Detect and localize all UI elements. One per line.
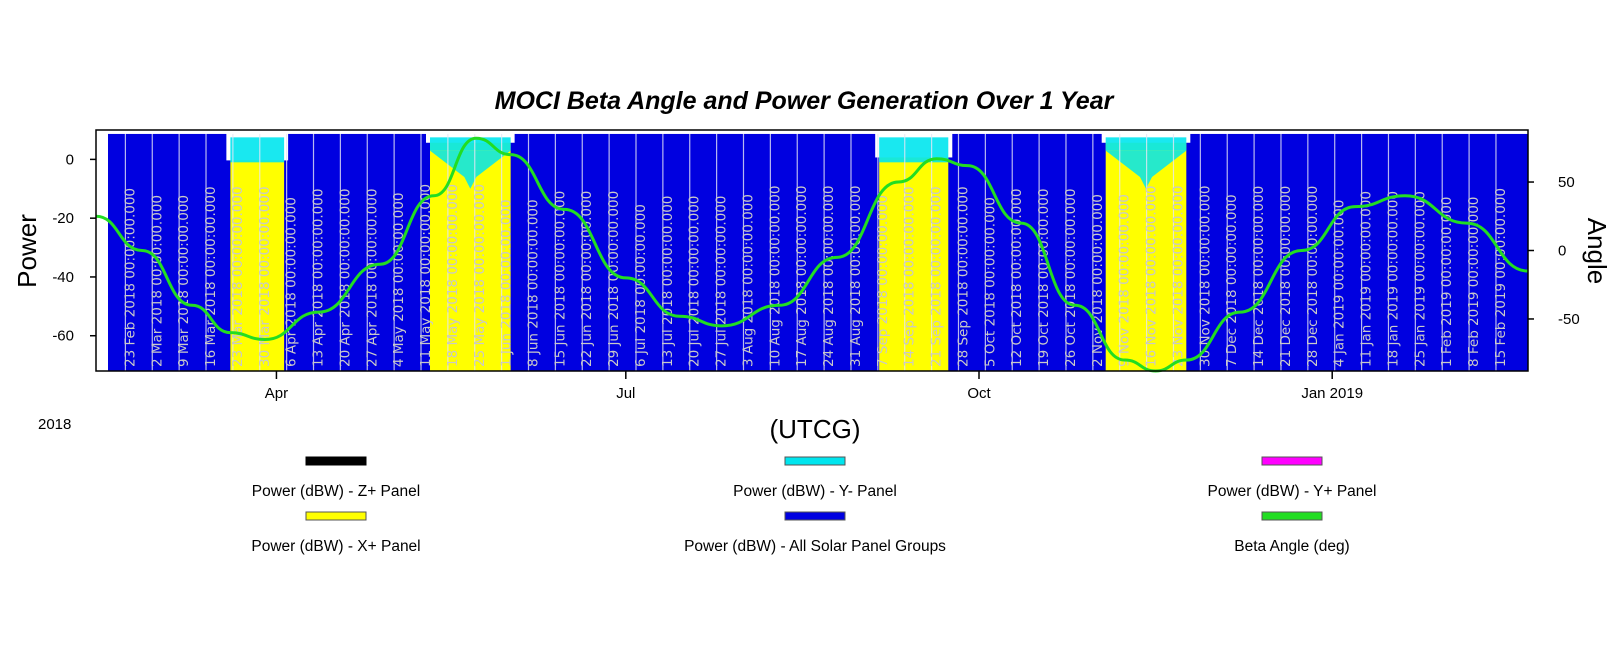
series-xplus-segment: [879, 156, 949, 371]
x-tick-label: Oct: [967, 385, 991, 402]
series-xplus-segment: [230, 159, 285, 371]
series-beta-angle-line: [95, 136, 1529, 373]
legend-swatch: [1261, 456, 1323, 466]
y-tick-label: -40: [52, 269, 74, 286]
segment-top-gap: [426, 131, 515, 143]
y2-tick-label: 0: [1558, 243, 1566, 260]
legend-swatch: [305, 456, 367, 466]
x-tick-label: Jan 2019: [1301, 385, 1363, 402]
date-label: 13 Apr 2018 00:00:00.000: [311, 189, 327, 367]
date-label: 18 May 2018 00:00:00.000: [445, 184, 461, 367]
date-label: 28 Sep 2018 00:00:00.000: [955, 186, 971, 367]
legend-swatch: [1261, 511, 1323, 521]
y2-axis-title: Angle: [1582, 218, 1608, 285]
date-label: 9 Nov 2018 00:00:00.000: [1117, 194, 1133, 367]
legend-swatch: [305, 511, 367, 521]
legend-label: Power (dBW) - X+ Panel: [251, 538, 420, 555]
chart-title: MOCI Beta Angle and Power Generation Ove…: [495, 87, 1115, 115]
y2-tick-label: 50: [1558, 174, 1575, 191]
plot-top-strip: [108, 130, 1528, 134]
date-label: 9 Mar 2018 00:00:00.000: [176, 195, 192, 367]
date-label: 21 Sep 2018 00:00:00.000: [929, 186, 945, 367]
date-label: 1 Jun 2018 00:00:00.000: [499, 199, 515, 367]
x-tick-label: Jul: [616, 385, 635, 402]
date-label: 4 May 2018 00:00:00.000: [391, 193, 407, 367]
legend-label: Power (dBW) - Z+ Panel: [252, 483, 420, 500]
year-label: 2018: [38, 416, 71, 433]
date-label: 30 Mar 2018 00:00:00.000: [257, 186, 273, 367]
date-label: 2 Nov 2018 00:00:00.000: [1090, 194, 1106, 367]
date-label: 4 Jan 2019 00:00:00.000: [1332, 200, 1348, 367]
date-label: 2 Mar 2018 00:00:00.000: [149, 195, 165, 367]
date-label: 14 Dec 2018 00:00:00.000: [1251, 186, 1267, 367]
date-label: 20 Apr 2018 00:00:00.000: [337, 189, 353, 367]
date-label: 30 Nov 2018 00:00:00.000: [1197, 186, 1213, 367]
y-tick-label: -60: [52, 328, 74, 345]
date-label: 23 Feb 2018 00:00:00.000: [122, 188, 138, 367]
legend-label: Power (dBW) - All Solar Panel Groups: [684, 538, 946, 555]
y-tick-label: 0: [66, 151, 74, 168]
date-label: 11 May 2018 00:00:00.000: [418, 184, 434, 367]
date-label: 15 Jun 2018 00:00:00.000: [552, 191, 568, 367]
axes: 0 -20 -40 -60 50 0 -50 Apr Jul Oct Jan 2019: [52, 129, 1580, 402]
date-label: 19 Oct 2018 00:00:00.000: [1036, 189, 1052, 367]
legend-label: Power (dBW) - Y- Panel: [733, 483, 897, 500]
y-tick-label: -20: [52, 210, 74, 227]
date-label: 5 Oct 2018 00:00:00.000: [982, 197, 998, 367]
date-label: 29 Jun 2018 00:00:00.000: [606, 191, 622, 367]
y-axis-title: Power: [12, 214, 42, 288]
date-label: 24 Aug 2018 00:00:00.000: [821, 186, 837, 367]
date-label: 12 Oct 2018 00:00:00.000: [1009, 189, 1025, 367]
date-label: 28 Dec 2018 00:00:00.000: [1305, 186, 1321, 367]
date-label: 15 Feb 2019 00:00:00.000: [1493, 188, 1509, 367]
date-label: 27 Apr 2018 00:00:00.000: [364, 189, 380, 367]
series-yminus-band: [230, 137, 285, 163]
legend-swatch: [784, 456, 846, 466]
date-label: 18 Jan 2019 00:00:00.000: [1385, 191, 1401, 367]
date-label: 11 Jan 2019 00:00:00.000: [1359, 191, 1375, 367]
date-label: 8 Jun 2018 00:00:00.000: [526, 199, 542, 367]
date-label: 21 Dec 2018 00:00:00.000: [1278, 186, 1294, 367]
date-label: 6 Jul 2018 00:00:00.000: [633, 204, 649, 367]
date-label: 31 Aug 2018 00:00:00.000: [848, 186, 864, 367]
y2-tick-label: -50: [1558, 311, 1580, 328]
date-label: 1 Feb 2019 00:00:00.000: [1439, 197, 1455, 367]
date-label: 16 Mar 2018 00:00:00.000: [203, 186, 219, 367]
legend-label: Beta Angle (deg): [1234, 538, 1349, 555]
series-yminus-band: [430, 137, 511, 151]
date-label: 6 Apr 2018 00:00:00.000: [284, 197, 300, 367]
series-yminus-dip: [430, 150, 511, 189]
date-label: 20 Jul 2018 00:00:00.000: [687, 196, 703, 367]
x-tick-label: Apr: [265, 385, 288, 402]
legend: Power (dBW) - Z+ Panel Power (dBW) - Y- P…: [251, 456, 1377, 555]
date-label: 3 Aug 2018 00:00:00.000: [740, 194, 756, 367]
date-label: 23 Nov 2018 00:00:00.000: [1170, 186, 1186, 367]
legend-label: Power (dBW) - Y+ Panel: [1208, 483, 1377, 500]
date-label: 14 Sep 2018 00:00:00.000: [902, 186, 918, 367]
date-label: 10 Aug 2018 00:00:00.000: [767, 186, 783, 367]
date-label: 25 May 2018 00:00:00.000: [472, 184, 488, 367]
plot-area: 23 Feb 2018 00:00:00.000 2 Mar 2018 00:00…: [95, 130, 1529, 373]
date-label: 23 Mar 2018 00:00:00.000: [230, 186, 246, 367]
date-label: 7 Dec 2018 00:00:00.000: [1224, 194, 1240, 367]
date-label: 16 Nov 2018 00:00:00.000: [1144, 186, 1160, 367]
date-label: 7 Sep 2018 00:00:00.000: [875, 195, 891, 367]
date-label: 27 Jul 2018 00:00:00.000: [714, 196, 730, 367]
date-label: 26 Oct 2018 00:00:00.000: [1063, 189, 1079, 367]
date-label: 17 Aug 2018 00:00:00.000: [794, 186, 810, 367]
date-label: 13 Jul 2018 00:00:00.000: [660, 196, 676, 367]
date-label: 8 Feb 2019 00:00:00.000: [1466, 197, 1482, 367]
legend-swatch: [784, 511, 846, 521]
date-label: 25 Jan 2019 00:00:00.000: [1412, 191, 1428, 367]
x-axis-title: (UTCG): [770, 414, 861, 444]
